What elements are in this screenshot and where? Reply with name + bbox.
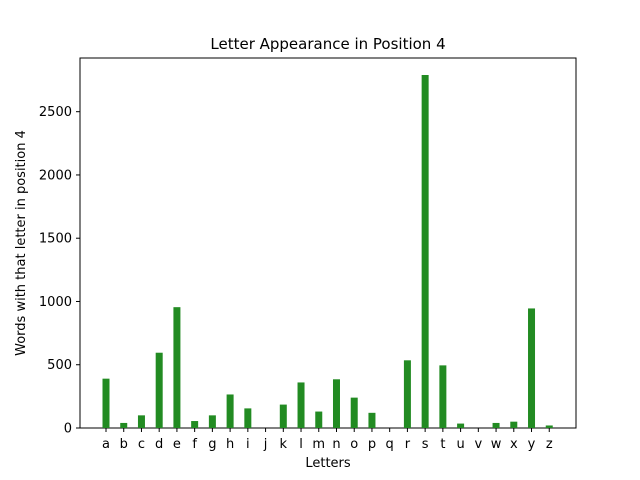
y-tick-label-1000: 1000 bbox=[39, 295, 72, 310]
x-tick-label-s: s bbox=[422, 437, 429, 452]
bar-x bbox=[510, 421, 518, 428]
bars bbox=[102, 75, 553, 428]
x-tick-label-a: a bbox=[102, 437, 110, 452]
x-tick-label-v: v bbox=[474, 437, 482, 452]
bar-o bbox=[350, 397, 358, 428]
x-tick-label-f: f bbox=[192, 437, 197, 452]
y-tick-label-0: 0 bbox=[64, 422, 72, 437]
x-tick-label-w: w bbox=[491, 437, 502, 452]
bar-n bbox=[332, 379, 340, 428]
bar-g bbox=[208, 415, 216, 428]
x-tick-label-h: h bbox=[226, 437, 234, 452]
y-axis-ticks: 0 500 1000 1500 2000 2500 bbox=[39, 105, 80, 437]
x-tick-label-z: z bbox=[546, 437, 553, 452]
bar-c bbox=[137, 415, 145, 428]
bar-i bbox=[244, 408, 252, 428]
x-tick-label-r: r bbox=[405, 437, 411, 452]
bar-m bbox=[315, 411, 323, 428]
bar-s bbox=[421, 75, 429, 428]
bar-y bbox=[528, 308, 536, 428]
y-tick-label-500: 500 bbox=[47, 358, 72, 373]
x-tick-label-j: j bbox=[263, 437, 268, 452]
x-tick-label-x: x bbox=[510, 437, 518, 452]
x-tick-label-e: e bbox=[173, 437, 181, 452]
y-tick-label-1500: 1500 bbox=[39, 232, 72, 247]
plot-frame bbox=[79, 57, 577, 429]
x-tick-label-c: c bbox=[138, 437, 145, 452]
bar-k bbox=[279, 404, 287, 428]
x-tick-label-t: t bbox=[440, 437, 445, 452]
x-tick-label-l: l bbox=[299, 437, 303, 452]
bar-l bbox=[297, 382, 305, 428]
bar-u bbox=[457, 423, 465, 428]
x-tick-label-k: k bbox=[280, 437, 288, 452]
bar-r bbox=[403, 360, 411, 428]
x-tick-label-d: d bbox=[155, 437, 163, 452]
chart-title: Letter Appearance in Position 4 bbox=[210, 35, 445, 53]
bar-t bbox=[439, 365, 447, 428]
x-tick-label-m: m bbox=[312, 437, 325, 452]
bar-z bbox=[545, 425, 553, 428]
x-tick-label-y: y bbox=[528, 437, 536, 452]
x-axis-label: Letters bbox=[305, 456, 351, 471]
bar-d bbox=[155, 352, 163, 428]
plot-area bbox=[79, 57, 577, 429]
bar-e bbox=[173, 307, 181, 428]
bar-f bbox=[191, 421, 199, 428]
y-axis-label: Words with that letter in position 4 bbox=[14, 130, 29, 356]
x-tick-label-q: q bbox=[386, 437, 394, 452]
x-tick-label-b: b bbox=[120, 437, 128, 452]
bar-h bbox=[226, 394, 234, 428]
x-tick-label-u: u bbox=[456, 437, 464, 452]
bar-b bbox=[120, 422, 128, 428]
y-tick-label-2500: 2500 bbox=[39, 105, 72, 120]
y-tick-label-2000: 2000 bbox=[39, 168, 72, 183]
x-tick-label-n: n bbox=[332, 437, 340, 452]
bar-p bbox=[368, 412, 376, 428]
x-tick-label-i: i bbox=[246, 437, 250, 452]
x-tick-label-o: o bbox=[350, 437, 358, 452]
bar-a bbox=[102, 378, 110, 428]
x-tick-label-p: p bbox=[368, 437, 376, 452]
bar-w bbox=[492, 422, 500, 428]
x-tick-label-g: g bbox=[208, 437, 216, 452]
